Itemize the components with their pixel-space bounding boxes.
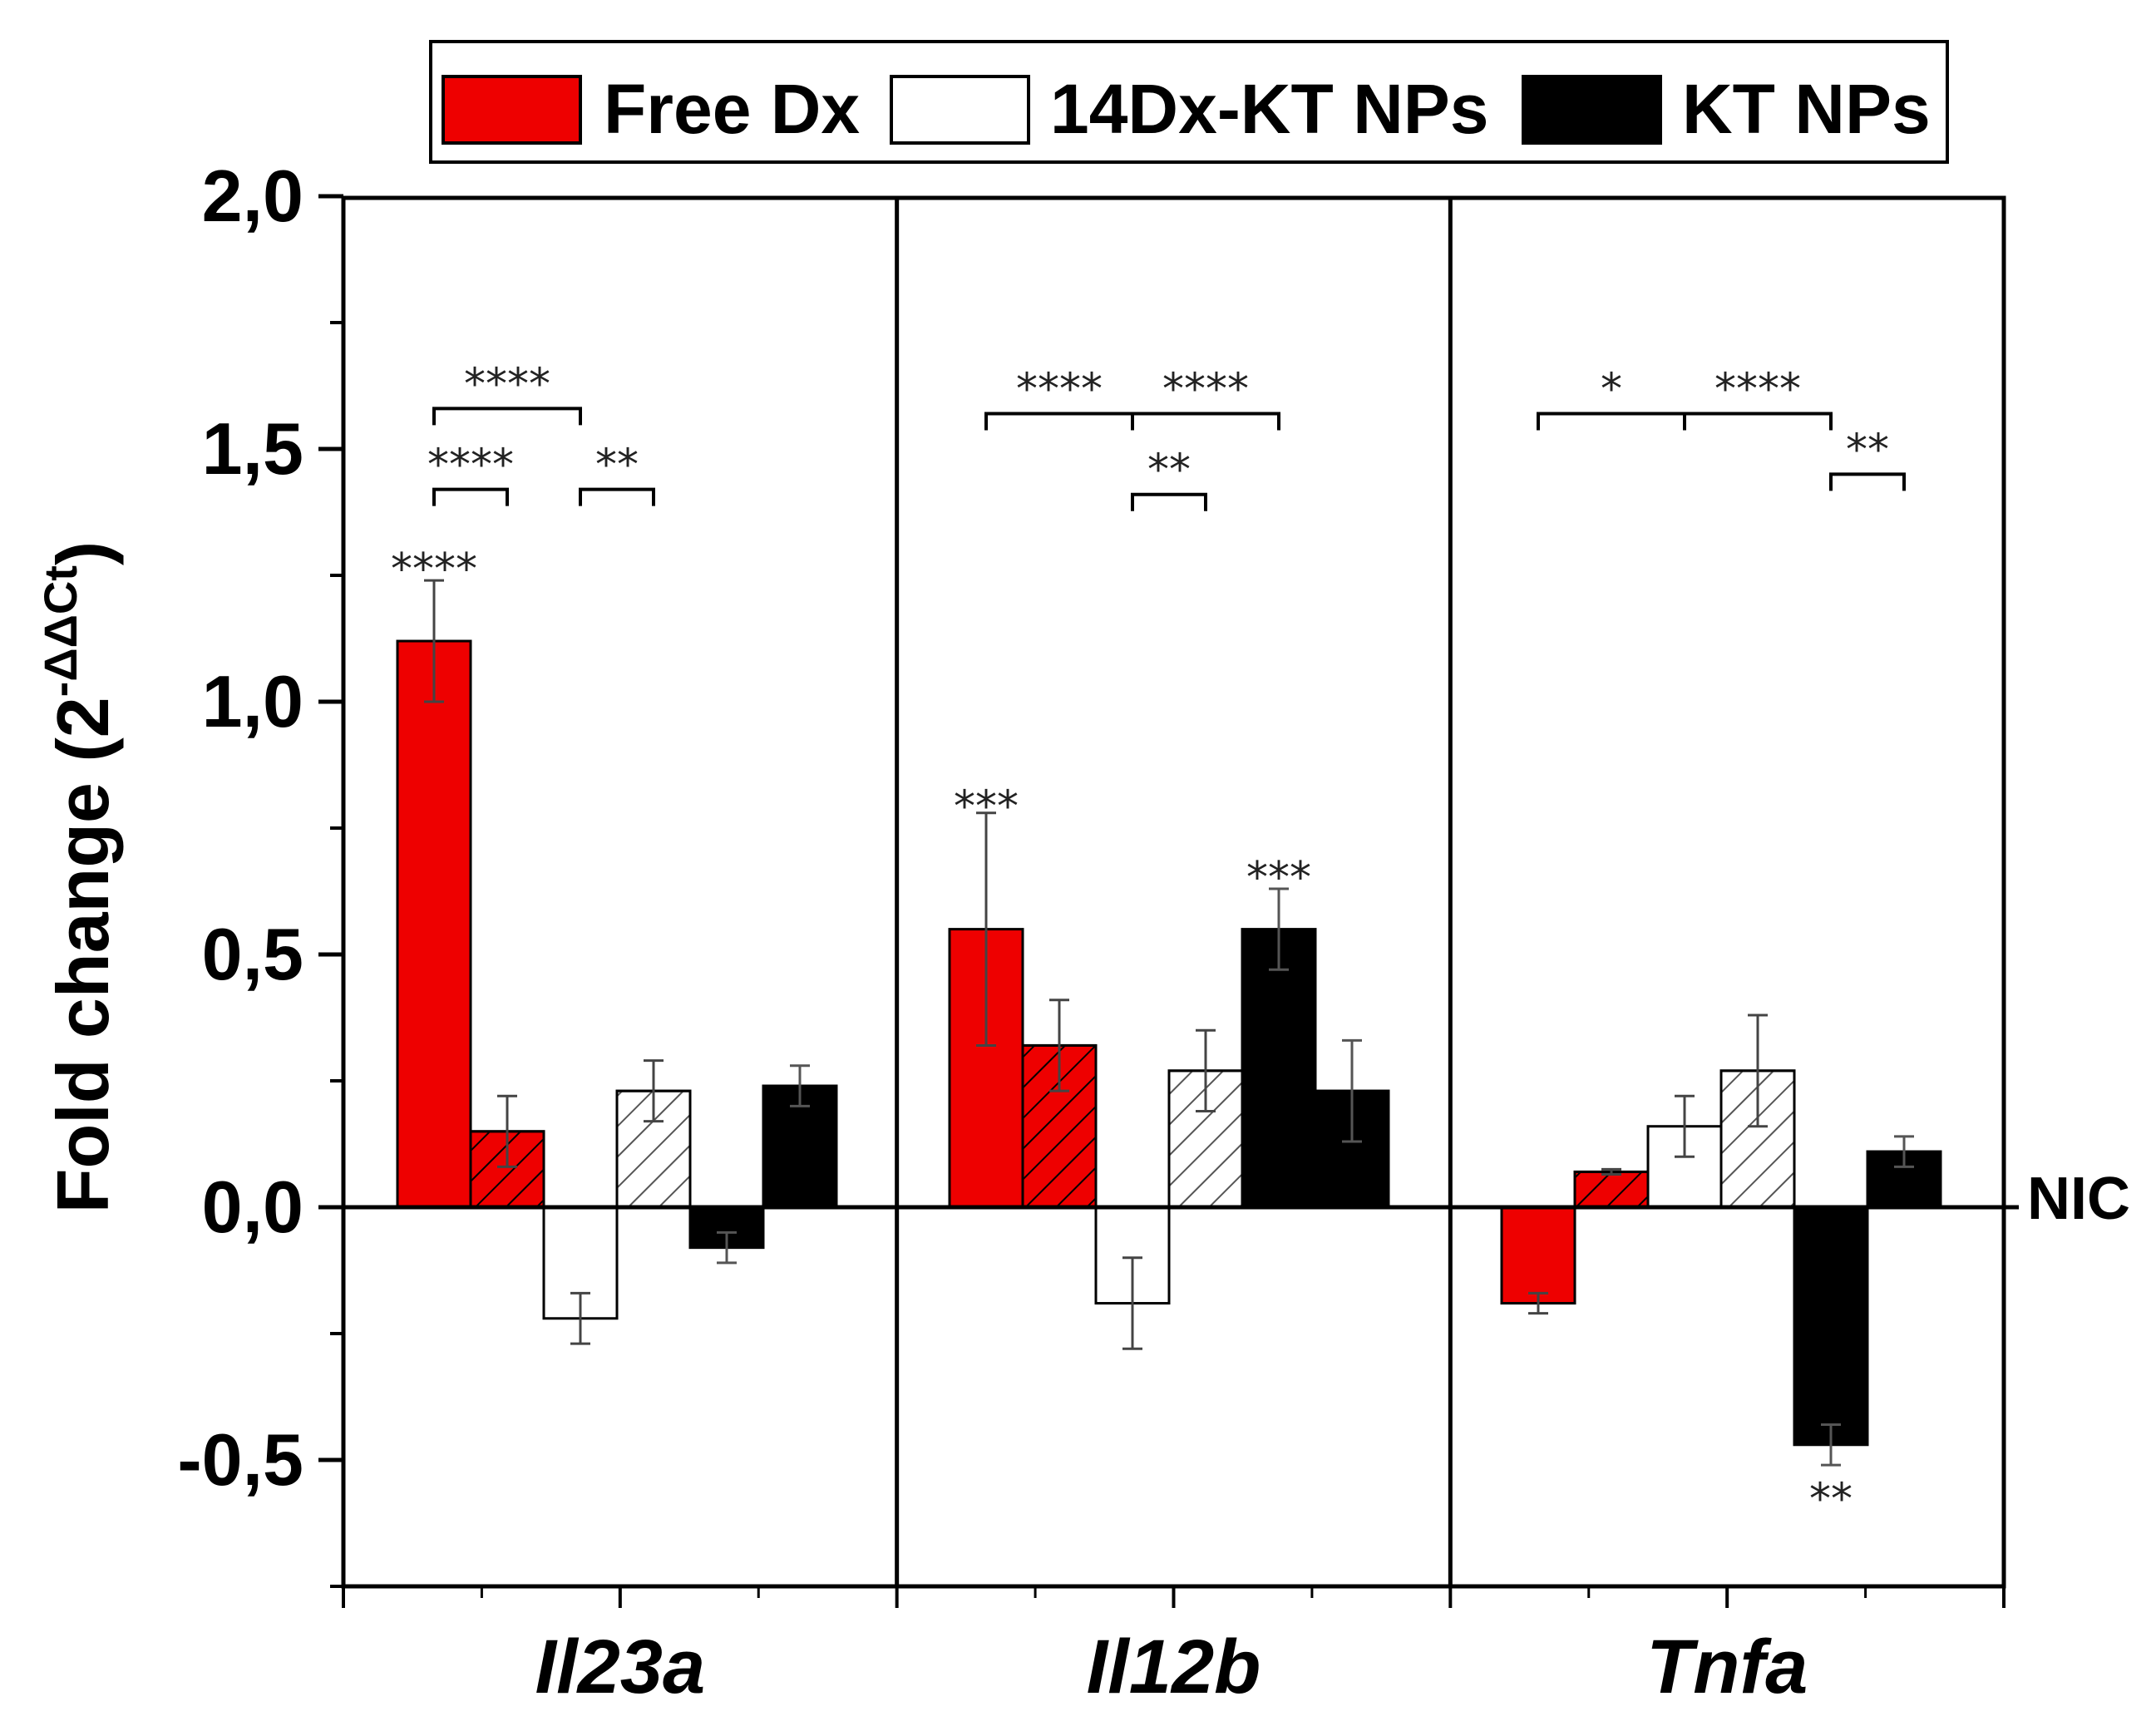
y-tick-label: -0,5 <box>177 1418 303 1501</box>
significance-label: *** <box>954 782 1019 832</box>
y-tick-label: 1,5 <box>202 407 303 490</box>
bar-hatch <box>1573 1170 1650 1209</box>
significance-bracket <box>1131 492 1207 511</box>
legend-swatch-free-dx <box>442 75 582 145</box>
significance-bracket <box>1683 412 1833 431</box>
y-tick-label: 0,0 <box>202 1166 303 1248</box>
category-label: Il12b <box>1087 1625 1261 1709</box>
bar <box>1500 1206 1576 1305</box>
legend-label-kt-nps: KT NPs <box>1682 70 1931 148</box>
significance-bracket-label: **** <box>427 441 514 491</box>
y-axis-label-superscript: -ΔΔCt <box>34 565 86 697</box>
baseline-label-nic: NIC <box>2027 1166 2130 1232</box>
significance-bracket-label: **** <box>1162 364 1249 414</box>
significance-bracket-label: ** <box>595 441 639 491</box>
bar <box>1793 1206 1869 1447</box>
significance-bracket-label: **** <box>1714 364 1801 414</box>
significance-bracket <box>1537 412 1686 431</box>
y-axis-label-text: Fold change (2 <box>42 697 124 1213</box>
legend: Free Dx 14Dx-KT NPs KT NPs <box>429 40 1949 164</box>
legend-swatch-14dx-kt-nps <box>890 75 1030 145</box>
significance-label: *** <box>1246 853 1311 903</box>
legend-label-14dx-kt-nps: 14Dx-KT NPs <box>1050 70 1489 148</box>
y-tick-label: 0,5 <box>202 913 303 995</box>
category-label: Il23a <box>535 1625 706 1709</box>
significance-bracket <box>432 407 582 426</box>
significance-label: ** <box>1809 1475 1853 1525</box>
significance-bracket <box>1131 412 1280 431</box>
significance-bracket <box>432 487 509 506</box>
plot-frame <box>341 195 2006 1589</box>
y-axis-label: Fold change (2-ΔΔCt) <box>34 541 124 1214</box>
legend-frame <box>429 40 1949 164</box>
svg-text:Fold change (2-ΔΔCt): Fold change (2-ΔΔCt) <box>34 541 124 1214</box>
significance-bracket <box>579 487 655 506</box>
legend-swatch-kt-nps <box>1522 75 1662 145</box>
category-label: Tnfa <box>1646 1625 1808 1709</box>
bar <box>396 639 472 1209</box>
bar-hatch <box>469 1130 545 1209</box>
significance-label: **** <box>391 545 477 594</box>
y-tick-label: 2,0 <box>202 155 303 237</box>
significance-bracket <box>984 412 1134 431</box>
significance-bracket-label: ** <box>1846 425 1889 475</box>
significance-bracket-label: * <box>1601 364 1622 414</box>
significance-bracket <box>1829 472 1906 491</box>
significance-bracket-label: ** <box>1147 446 1191 496</box>
legend-label-free-dx: Free Dx <box>604 70 860 148</box>
significance-bracket-label: **** <box>1016 364 1103 414</box>
bar <box>1241 928 1317 1209</box>
y-axis-label-close: ) <box>42 541 124 565</box>
significance-bracket-label: **** <box>464 359 550 409</box>
y-tick-label: 1,0 <box>202 660 303 742</box>
